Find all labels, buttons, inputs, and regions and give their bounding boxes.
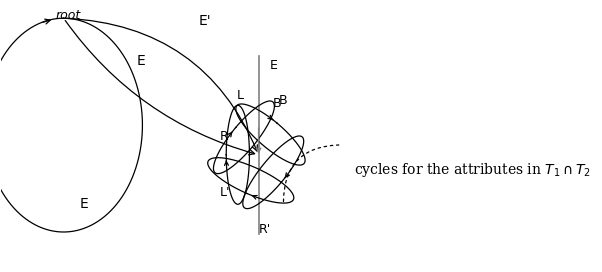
Text: E: E <box>270 59 278 72</box>
FancyArrowPatch shape <box>66 18 258 151</box>
Text: E: E <box>80 197 88 211</box>
Text: E: E <box>137 54 145 68</box>
Text: B: B <box>279 94 288 107</box>
FancyArrowPatch shape <box>284 145 339 202</box>
FancyArrowPatch shape <box>65 20 255 155</box>
Text: cycles for the attributes in $T_1 \cap T_2$: cycles for the attributes in $T_1 \cap T… <box>354 161 591 179</box>
Text: E': E' <box>198 14 211 28</box>
Text: L: L <box>237 89 244 102</box>
Text: L': L' <box>220 186 231 199</box>
Text: root: root <box>55 9 81 22</box>
Text: R': R' <box>259 222 272 236</box>
Text: R: R <box>219 131 228 144</box>
Text: B: B <box>273 97 281 110</box>
